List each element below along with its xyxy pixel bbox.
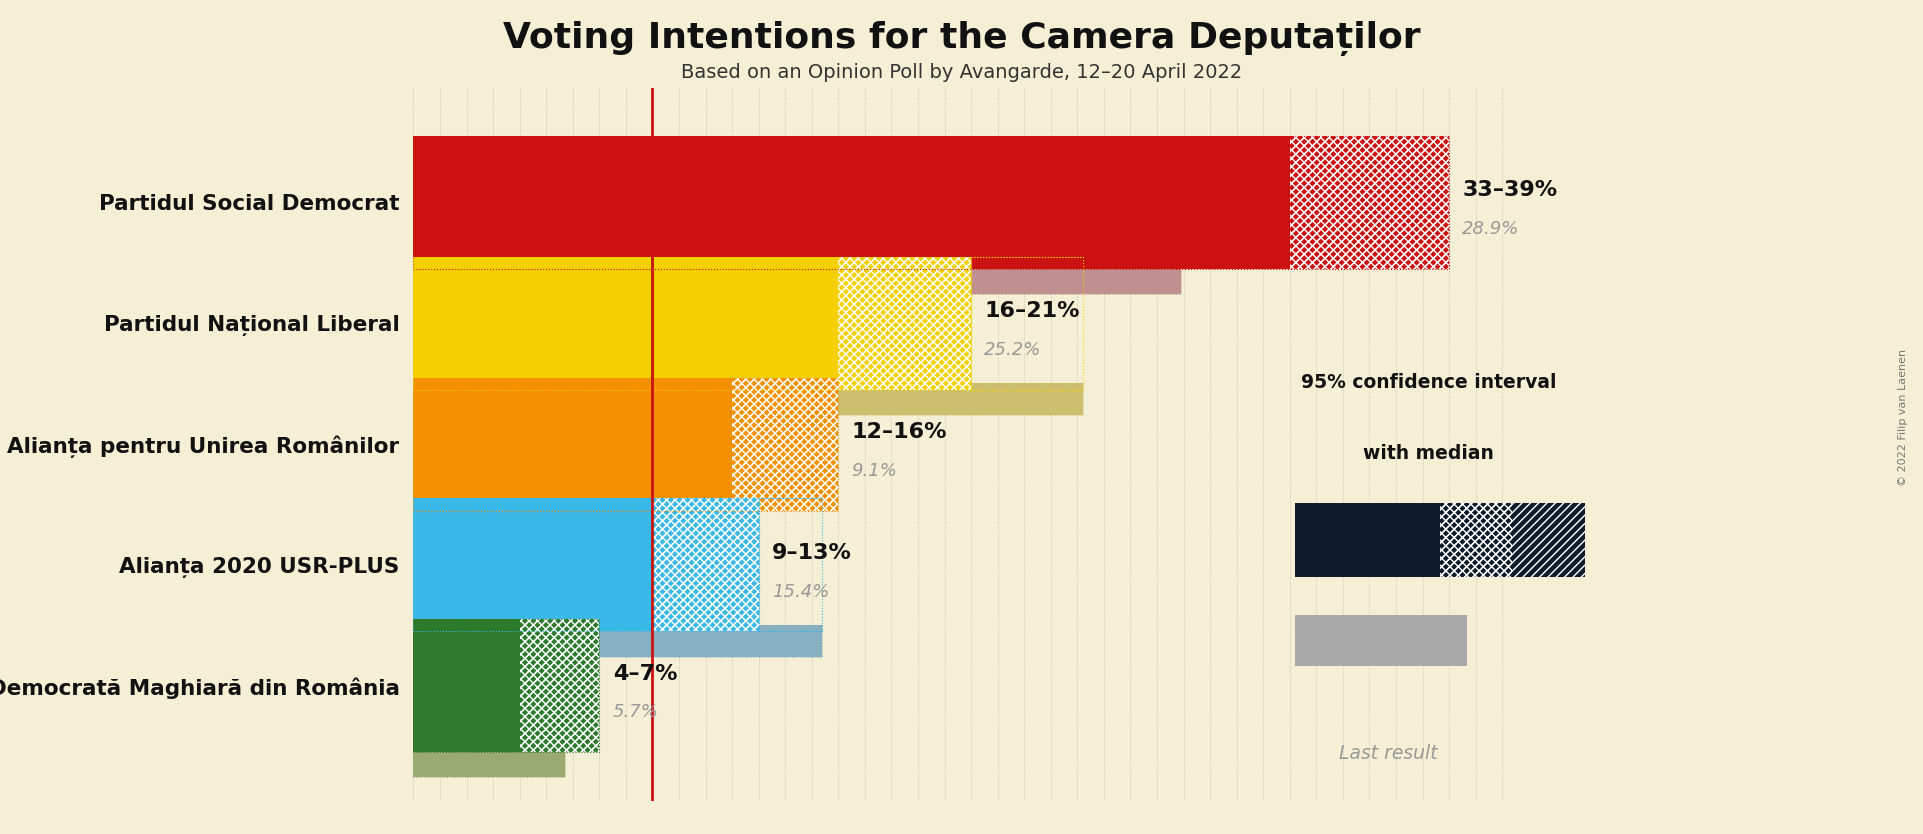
- Text: 33–39%: 33–39%: [1461, 180, 1558, 200]
- Text: 4–7%: 4–7%: [613, 664, 677, 684]
- Text: Based on an Opinion Poll by Avangarde, 12–20 April 2022: Based on an Opinion Poll by Avangarde, 1…: [681, 63, 1242, 82]
- Bar: [413, 505, 656, 535]
- Text: with median: with median: [1363, 444, 1494, 463]
- Bar: [413, 384, 1083, 414]
- Bar: [413, 746, 565, 777]
- Bar: [733, 378, 838, 510]
- Text: 28.9%: 28.9%: [1461, 220, 1519, 238]
- Bar: [519, 620, 600, 752]
- Text: 9.1%: 9.1%: [852, 462, 898, 480]
- Bar: [413, 384, 1083, 414]
- Text: 95% confidence interval: 95% confidence interval: [1300, 373, 1556, 392]
- Bar: [652, 499, 760, 631]
- Text: 9–13%: 9–13%: [771, 543, 852, 563]
- Bar: [760, 499, 823, 631]
- Bar: [413, 378, 838, 510]
- Bar: [733, 378, 838, 510]
- Text: 25.2%: 25.2%: [985, 341, 1042, 359]
- Bar: [413, 378, 733, 510]
- Bar: [413, 257, 971, 389]
- Bar: [838, 257, 971, 389]
- Bar: [413, 257, 838, 389]
- Text: 12–16%: 12–16%: [852, 422, 948, 442]
- Bar: [413, 263, 1181, 294]
- Bar: [413, 620, 519, 752]
- Bar: [413, 499, 760, 631]
- Bar: [652, 499, 760, 631]
- Bar: [413, 263, 1181, 294]
- Text: © 2022 Filip van Laenen: © 2022 Filip van Laenen: [1898, 349, 1908, 485]
- Bar: [413, 499, 652, 631]
- Bar: [413, 620, 600, 752]
- Bar: [413, 626, 823, 656]
- Bar: [413, 136, 1450, 269]
- Text: 15.4%: 15.4%: [771, 583, 829, 600]
- Bar: [1290, 136, 1450, 269]
- Bar: [413, 626, 823, 656]
- Bar: [1290, 136, 1450, 269]
- Bar: [413, 746, 565, 777]
- Bar: [413, 505, 656, 535]
- Text: 16–21%: 16–21%: [985, 301, 1081, 321]
- Text: 5.7%: 5.7%: [613, 703, 658, 721]
- Text: Last result: Last result: [1338, 744, 1438, 762]
- Bar: [413, 136, 1290, 269]
- Bar: [971, 257, 1083, 389]
- Text: Voting Intentions for the Camera Deputaților: Voting Intentions for the Camera Deputaț…: [502, 21, 1421, 56]
- Bar: [838, 257, 971, 389]
- Bar: [519, 620, 600, 752]
